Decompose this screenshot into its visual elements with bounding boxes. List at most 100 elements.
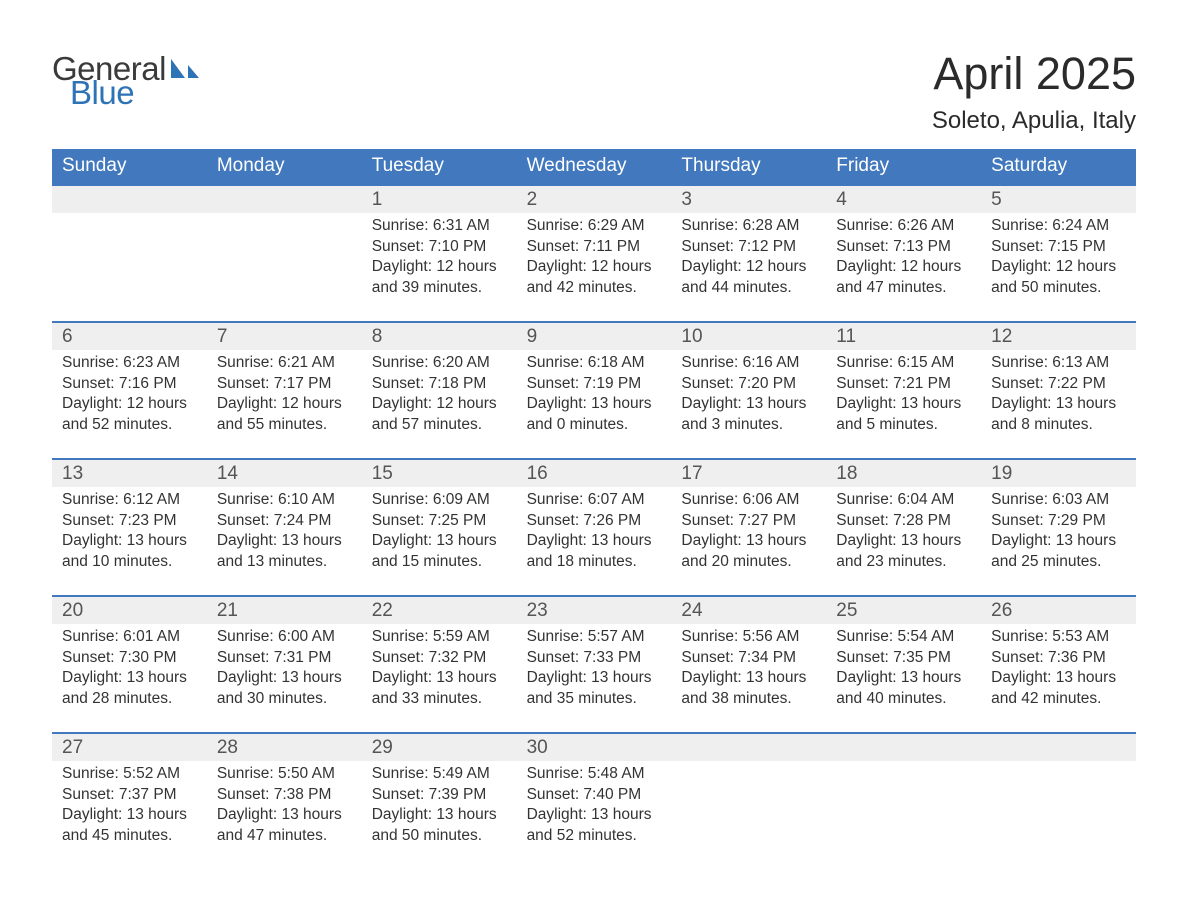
day-number: 24	[671, 597, 826, 624]
calendar-cell: Sunrise: 5:54 AMSunset: 7:35 PMDaylight:…	[826, 624, 981, 732]
day-number: 16	[517, 460, 672, 487]
day-number: 19	[981, 460, 1136, 487]
cell-sunset: Sunset: 7:21 PM	[836, 374, 971, 394]
cell-day1: Daylight: 13 hours	[836, 531, 971, 551]
cell-sunrise: Sunrise: 6:10 AM	[217, 490, 352, 510]
content-row: Sunrise: 5:52 AMSunset: 7:37 PMDaylight:…	[52, 761, 1136, 869]
daynum-row: 27282930	[52, 734, 1136, 761]
cell-sunrise: Sunrise: 6:13 AM	[991, 353, 1126, 373]
day-number: 2	[517, 186, 672, 213]
content-row: Sunrise: 6:12 AMSunset: 7:23 PMDaylight:…	[52, 487, 1136, 595]
calendar-cell	[207, 213, 362, 321]
cell-sunrise: Sunrise: 6:04 AM	[836, 490, 971, 510]
calendar-cell: Sunrise: 6:31 AMSunset: 7:10 PMDaylight:…	[362, 213, 517, 321]
cell-sunrise: Sunrise: 5:57 AM	[527, 627, 662, 647]
cell-sunrise: Sunrise: 5:48 AM	[527, 764, 662, 784]
day-number: 8	[362, 323, 517, 350]
calendar-week: 6789101112Sunrise: 6:23 AMSunset: 7:16 P…	[52, 321, 1136, 458]
calendar-cell: Sunrise: 5:59 AMSunset: 7:32 PMDaylight:…	[362, 624, 517, 732]
cell-day1: Daylight: 13 hours	[372, 805, 507, 825]
day-number: 30	[517, 734, 672, 761]
day-number: 11	[826, 323, 981, 350]
calendar-week: 12345Sunrise: 6:31 AMSunset: 7:10 PMDayl…	[52, 184, 1136, 321]
cell-day1: Daylight: 13 hours	[681, 394, 816, 414]
day-number: 20	[52, 597, 207, 624]
day-header-cell: Wednesday	[517, 149, 672, 184]
cell-day2: and 52 minutes.	[62, 415, 197, 435]
cell-sunrise: Sunrise: 6:24 AM	[991, 216, 1126, 236]
cell-sunrise: Sunrise: 6:07 AM	[527, 490, 662, 510]
cell-sunset: Sunset: 7:32 PM	[372, 648, 507, 668]
calendar-cell: Sunrise: 5:49 AMSunset: 7:39 PMDaylight:…	[362, 761, 517, 869]
cell-sunrise: Sunrise: 6:26 AM	[836, 216, 971, 236]
location-subtitle: Soleto, Apulia, Italy	[932, 107, 1136, 135]
calendar-cell: Sunrise: 6:01 AMSunset: 7:30 PMDaylight:…	[52, 624, 207, 732]
cell-day1: Daylight: 13 hours	[372, 668, 507, 688]
cell-sunset: Sunset: 7:18 PM	[372, 374, 507, 394]
content-row: Sunrise: 6:23 AMSunset: 7:16 PMDaylight:…	[52, 350, 1136, 458]
cell-sunset: Sunset: 7:31 PM	[217, 648, 352, 668]
cell-sunrise: Sunrise: 6:16 AM	[681, 353, 816, 373]
calendar-cell: Sunrise: 6:06 AMSunset: 7:27 PMDaylight:…	[671, 487, 826, 595]
cell-day2: and 15 minutes.	[372, 552, 507, 572]
cell-sunset: Sunset: 7:29 PM	[991, 511, 1126, 531]
cell-day1: Daylight: 13 hours	[836, 668, 971, 688]
calendar-cell: Sunrise: 6:10 AMSunset: 7:24 PMDaylight:…	[207, 487, 362, 595]
cell-day2: and 39 minutes.	[372, 278, 507, 298]
day-number	[52, 186, 207, 213]
cell-sunset: Sunset: 7:10 PM	[372, 237, 507, 257]
brand-sail-icon	[169, 56, 205, 80]
calendar-cell: Sunrise: 6:29 AMSunset: 7:11 PMDaylight:…	[517, 213, 672, 321]
cell-sunrise: Sunrise: 5:52 AM	[62, 764, 197, 784]
calendar-week: 20212223242526Sunrise: 6:01 AMSunset: 7:…	[52, 595, 1136, 732]
cell-sunset: Sunset: 7:20 PM	[681, 374, 816, 394]
cell-day2: and 13 minutes.	[217, 552, 352, 572]
daynum-row: 13141516171819	[52, 460, 1136, 487]
cell-day1: Daylight: 13 hours	[62, 805, 197, 825]
cell-sunset: Sunset: 7:35 PM	[836, 648, 971, 668]
day-header-cell: Monday	[207, 149, 362, 184]
day-header-cell: Sunday	[52, 149, 207, 184]
calendar-cell: Sunrise: 6:13 AMSunset: 7:22 PMDaylight:…	[981, 350, 1136, 458]
cell-day1: Daylight: 12 hours	[991, 257, 1126, 277]
cell-sunrise: Sunrise: 5:54 AM	[836, 627, 971, 647]
day-header-cell: Friday	[826, 149, 981, 184]
cell-day2: and 25 minutes.	[991, 552, 1126, 572]
page-title: April 2025	[932, 50, 1136, 97]
cell-sunrise: Sunrise: 5:59 AM	[372, 627, 507, 647]
calendar-week: 27282930Sunrise: 5:52 AMSunset: 7:37 PMD…	[52, 732, 1136, 869]
cell-sunrise: Sunrise: 6:00 AM	[217, 627, 352, 647]
daynum-row: 12345	[52, 186, 1136, 213]
cell-day2: and 44 minutes.	[681, 278, 816, 298]
calendar-cell: Sunrise: 5:56 AMSunset: 7:34 PMDaylight:…	[671, 624, 826, 732]
calendar-cell: Sunrise: 5:48 AMSunset: 7:40 PMDaylight:…	[517, 761, 672, 869]
cell-sunrise: Sunrise: 6:01 AM	[62, 627, 197, 647]
cell-sunset: Sunset: 7:23 PM	[62, 511, 197, 531]
cell-sunrise: Sunrise: 6:20 AM	[372, 353, 507, 373]
cell-day2: and 5 minutes.	[836, 415, 971, 435]
calendar-cell: Sunrise: 6:20 AMSunset: 7:18 PMDaylight:…	[362, 350, 517, 458]
cell-sunset: Sunset: 7:15 PM	[991, 237, 1126, 257]
cell-sunrise: Sunrise: 6:03 AM	[991, 490, 1126, 510]
cell-day2: and 50 minutes.	[991, 278, 1126, 298]
cell-day2: and 35 minutes.	[527, 689, 662, 709]
cell-sunset: Sunset: 7:16 PM	[62, 374, 197, 394]
cell-sunset: Sunset: 7:36 PM	[991, 648, 1126, 668]
day-number: 21	[207, 597, 362, 624]
cell-day2: and 55 minutes.	[217, 415, 352, 435]
calendar-cell	[52, 213, 207, 321]
cell-day1: Daylight: 13 hours	[217, 668, 352, 688]
page-header: General Blue April 2025 Soleto, Apulia, …	[52, 50, 1136, 135]
cell-day1: Daylight: 13 hours	[836, 394, 971, 414]
cell-sunset: Sunset: 7:24 PM	[217, 511, 352, 531]
cell-sunrise: Sunrise: 5:56 AM	[681, 627, 816, 647]
calendar-cell: Sunrise: 6:12 AMSunset: 7:23 PMDaylight:…	[52, 487, 207, 595]
calendar-cell: Sunrise: 6:00 AMSunset: 7:31 PMDaylight:…	[207, 624, 362, 732]
cell-day2: and 3 minutes.	[681, 415, 816, 435]
cell-day2: and 47 minutes.	[836, 278, 971, 298]
cell-day2: and 57 minutes.	[372, 415, 507, 435]
cell-sunrise: Sunrise: 6:29 AM	[527, 216, 662, 236]
cell-day1: Daylight: 13 hours	[681, 531, 816, 551]
day-number: 29	[362, 734, 517, 761]
cell-sunset: Sunset: 7:30 PM	[62, 648, 197, 668]
